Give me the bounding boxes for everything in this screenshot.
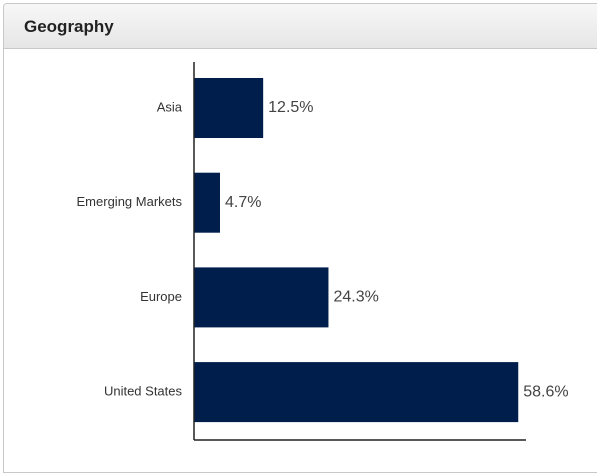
y-tick-label: Europe: [140, 289, 182, 304]
bar: [194, 267, 329, 328]
bar: [194, 362, 519, 423]
y-tick-label: Emerging Markets: [77, 194, 183, 209]
chart-title: Geography: [24, 17, 114, 36]
value-label: 24.3%: [333, 289, 378, 306]
y-tick-label: United States: [104, 384, 183, 399]
value-label: 4.7%: [225, 194, 261, 211]
bar: [194, 78, 264, 138]
value-label: 12.5%: [268, 99, 313, 116]
value-label: 58.6%: [523, 383, 568, 400]
bar: [194, 172, 221, 233]
panel-header: Geography: [4, 4, 597, 49]
y-tick-label: Asia: [157, 99, 183, 114]
